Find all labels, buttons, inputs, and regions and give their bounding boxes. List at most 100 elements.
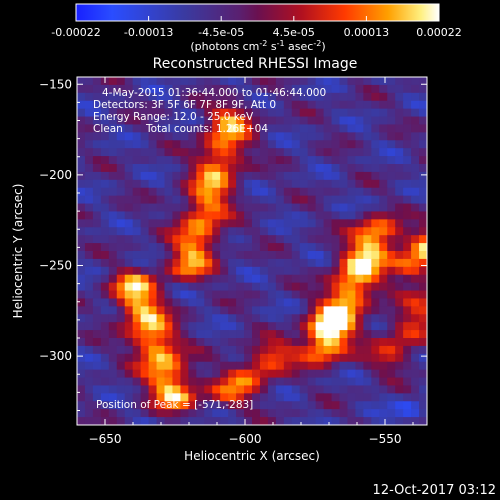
heatmap-cell <box>77 290 86 300</box>
heatmap-cell <box>244 353 253 363</box>
heatmap-cell <box>419 164 427 173</box>
heatmap-cell <box>124 171 134 181</box>
heatmap-cell <box>331 314 341 323</box>
heatmap-cell <box>403 385 412 394</box>
heatmap-cell <box>84 258 94 268</box>
heatmap-cell <box>164 330 174 339</box>
heatmap-cell <box>371 393 380 402</box>
heatmap-cell <box>228 179 237 189</box>
heatmap-cell <box>140 306 150 315</box>
heatmap-cell <box>236 219 245 228</box>
heatmap-cell <box>124 345 134 355</box>
heatmap-cell <box>395 203 404 213</box>
heatmap-cell <box>140 298 150 307</box>
heatmap-cell <box>299 148 309 157</box>
heatmap-cell <box>331 156 341 165</box>
heatmap-cell <box>395 116 404 126</box>
heatmap-cell <box>236 179 245 189</box>
heatmap-cell <box>347 84 356 94</box>
heatmap-cell <box>267 393 277 402</box>
heatmap-cell <box>379 361 388 371</box>
heatmap-cell <box>77 227 86 236</box>
heatmap-cell <box>116 266 126 276</box>
heatmap-cell <box>212 314 221 323</box>
heatmap-cell <box>363 322 372 331</box>
heatmap-cell <box>84 353 94 363</box>
heatmap-cell <box>307 282 317 292</box>
heatmap-cell <box>228 156 237 165</box>
heatmap-cell <box>252 116 261 126</box>
heatmap-cell <box>411 227 420 236</box>
heatmap-cell <box>124 124 134 133</box>
heatmap-cell <box>156 306 166 315</box>
heatmap-cell <box>156 417 166 425</box>
heatmap-cell <box>228 266 237 276</box>
heatmap-cell <box>148 187 158 197</box>
heatmap-cell <box>323 322 333 331</box>
heatmap-cell <box>100 235 110 244</box>
heatmap-cell <box>419 243 427 252</box>
heatmap-cell <box>124 298 134 307</box>
heatmap-cell <box>108 116 118 126</box>
heatmap-cell <box>411 219 420 228</box>
heatmap-cell <box>299 251 309 260</box>
heatmap-cell <box>299 266 309 276</box>
heatmap-cell <box>339 314 349 323</box>
heatmap-cell <box>323 258 333 268</box>
heatmap-cell <box>323 100 333 110</box>
heatmap-cell <box>419 258 427 268</box>
heatmap-cell <box>124 116 134 126</box>
heatmap-cell <box>283 171 293 181</box>
heatmap-cell <box>116 116 126 126</box>
heatmap-cell <box>403 282 412 292</box>
heatmap-cell <box>252 266 261 276</box>
heatmap-cell <box>116 401 126 410</box>
heatmap-cell <box>267 369 277 379</box>
heatmap-cell <box>220 401 229 410</box>
heatmap-cell <box>291 108 301 118</box>
heatmap-cell <box>148 282 158 292</box>
footer-date: 12-Oct-2017 03:12 <box>373 483 496 498</box>
heatmap-cell <box>140 243 150 252</box>
heatmap-cell <box>132 417 142 425</box>
heatmap-cell <box>355 195 364 205</box>
heatmap-cell <box>259 235 269 244</box>
heatmap-cell <box>100 322 110 331</box>
heatmap-cell <box>148 132 158 141</box>
heatmap-cell <box>204 187 213 197</box>
heatmap-cell <box>275 148 285 157</box>
heatmap-cell <box>331 148 341 157</box>
heatmap-cell <box>363 290 372 300</box>
heatmap-cell <box>172 369 181 379</box>
heatmap-cell <box>188 203 197 213</box>
heatmap-cell <box>331 100 341 110</box>
heatmap-cell <box>323 377 333 387</box>
heatmap-cell <box>100 108 110 118</box>
heatmap-cell <box>387 235 396 244</box>
heatmap-cell <box>212 203 221 213</box>
heatmap-cell <box>259 243 269 252</box>
heatmap-cell <box>379 211 388 220</box>
heatmap-cell <box>116 314 126 323</box>
heatmap-cell <box>236 345 245 355</box>
heatmap-cell <box>371 385 380 394</box>
heatmap-cell <box>323 124 333 133</box>
heatmap-cell <box>84 195 94 205</box>
heatmap-cell <box>244 92 253 102</box>
heatmap-cell <box>411 298 420 307</box>
heatmap-cell <box>188 235 197 244</box>
heatmap-cell <box>124 92 134 102</box>
heatmap-cell <box>77 108 86 118</box>
heatmap-cell <box>411 345 420 355</box>
heatmap-cell <box>259 306 269 315</box>
heatmap-cell <box>355 274 364 284</box>
heatmap-cell <box>387 314 396 323</box>
heatmap-cell <box>323 243 333 252</box>
heatmap-cell <box>339 338 349 347</box>
heatmap-cell <box>172 314 181 323</box>
heatmap-cell <box>228 243 237 252</box>
heatmap-cell <box>315 393 325 402</box>
heatmap-cell <box>204 195 213 205</box>
heatmap-cell <box>244 251 253 260</box>
heatmap-cell <box>92 156 102 165</box>
